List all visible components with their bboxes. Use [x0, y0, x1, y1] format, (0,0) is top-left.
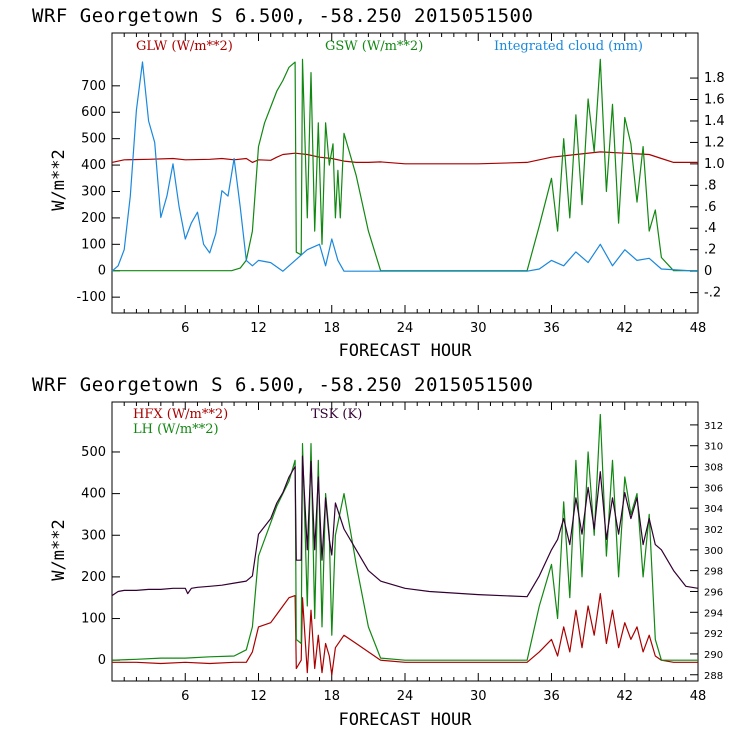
- bottom-panel-title: WRF Georgetown S 6.500, -58.250 20150515…: [32, 374, 533, 396]
- top-x-axis-label: FORECAST HOUR: [338, 341, 472, 361]
- y2-tick-label: 308: [704, 463, 723, 474]
- y2-tick-label: 1.0: [704, 157, 725, 172]
- bottom-x-axis-label: FORECAST HOUR: [338, 710, 472, 730]
- x-tick-label: 18: [323, 321, 340, 336]
- y-tick-label: 0: [98, 264, 106, 279]
- top-y-axis-label: W/m**2: [49, 149, 69, 210]
- y-tick-label: 700: [81, 79, 106, 94]
- y-tick-label: 400: [81, 158, 106, 173]
- y2-tick-label: 292: [704, 629, 723, 640]
- bottom-series: [111, 413, 699, 676]
- y2-tick-label: 288: [704, 671, 723, 682]
- series-line-hfx: [112, 592, 698, 676]
- y2-tick-label: 1.2: [704, 135, 725, 150]
- legend-hfx: HFX (W/m**2): [133, 407, 228, 422]
- y-tick-label: -100: [76, 290, 106, 305]
- x-tick-label: 48: [690, 689, 707, 704]
- y-tick-label: 200: [81, 570, 106, 585]
- y-tick-label: 500: [81, 445, 106, 460]
- y2-tick-label: 290: [704, 650, 723, 661]
- x-tick-label: 6: [181, 321, 189, 336]
- legend-lh: LH (W/m**2): [133, 422, 219, 437]
- y-tick-label: 100: [81, 237, 106, 252]
- x-tick-label: 42: [616, 689, 633, 704]
- y2-tick-label: 296: [704, 587, 723, 598]
- legend-glw: GLW (W/m**2): [136, 39, 233, 54]
- y2-tick-label: 1.4: [704, 114, 725, 129]
- top-panel-title: WRF Georgetown S 6.500, -58.250 20150515…: [32, 5, 533, 27]
- legend-gsw: GSW (W/m**2): [325, 39, 423, 54]
- y-tick-label: 300: [81, 184, 106, 199]
- y2-tick-label: -.2: [704, 286, 721, 301]
- y2-tick-label: 1.6: [704, 93, 725, 108]
- top-series: [111, 58, 699, 272]
- legend-cloud: Integrated cloud (mm): [494, 39, 643, 54]
- x-tick-label: 6: [181, 689, 189, 704]
- x-tick-label: 30: [470, 689, 487, 704]
- x-tick-label: 48: [690, 321, 707, 336]
- top-panel: WRF Georgetown S 6.500, -58.250 20150515…: [32, 5, 725, 361]
- bottom-plot-frame: [111, 401, 699, 682]
- bottom-ticks: 6 12 18 24 30 36 42 48 0 100 200 300 400 500 288 290 292…: [81, 402, 723, 704]
- x-tick-label: 36: [543, 689, 560, 704]
- bottom-y-axis-label: W/m**2: [49, 519, 69, 580]
- y2-tick-label: 304: [704, 504, 723, 515]
- y-tick-label: 100: [81, 612, 106, 627]
- x-tick-label: 30: [470, 321, 487, 336]
- series-line-tsk: [111, 455, 699, 598]
- y-tick-label: 300: [81, 528, 106, 543]
- x-tick-label: 36: [543, 321, 560, 336]
- bottom-panel: WRF Georgetown S 6.500, -58.250 20150515…: [32, 374, 723, 730]
- y-tick-label: 0: [98, 653, 106, 668]
- y2-tick-label: .4: [704, 221, 716, 236]
- y2-tick-label: 306: [704, 483, 723, 494]
- x-tick-label: 24: [397, 689, 414, 704]
- y-tick-label: 400: [81, 487, 106, 502]
- x-tick-label: 24: [397, 321, 414, 336]
- y2-tick-label: 300: [704, 546, 723, 557]
- x-tick-label: 12: [250, 321, 267, 336]
- y2-tick-label: 310: [704, 442, 723, 453]
- x-tick-label: 18: [323, 689, 340, 704]
- y-tick-label: 200: [81, 211, 106, 226]
- y-tick-label: 500: [81, 132, 106, 147]
- top-ticks: 6 12 18 24 30 36 42 48 -100 0 100 200 300 400 500 600 70…: [76, 33, 725, 336]
- y2-tick-label: 294: [704, 608, 723, 619]
- y2-tick-label: .8: [704, 178, 716, 193]
- y2-tick-label: 0: [704, 264, 712, 279]
- x-tick-label: 12: [250, 689, 267, 704]
- series-line-glw: [111, 151, 698, 165]
- y2-tick-label: 1.8: [704, 71, 725, 86]
- series-line-gsw: [112, 58, 698, 272]
- x-tick-label: 42: [616, 321, 633, 336]
- legend-tsk: TSK (K): [311, 407, 362, 422]
- y2-tick-label: .2: [704, 243, 716, 258]
- y2-tick-label: 302: [704, 525, 723, 536]
- y2-tick-label: .6: [704, 200, 716, 215]
- y2-tick-label: 312: [704, 421, 723, 432]
- series-line-lh: [111, 413, 698, 661]
- y2-tick-label: 298: [704, 567, 723, 578]
- y-tick-label: 600: [81, 105, 106, 120]
- series-line-integrated: [111, 61, 699, 272]
